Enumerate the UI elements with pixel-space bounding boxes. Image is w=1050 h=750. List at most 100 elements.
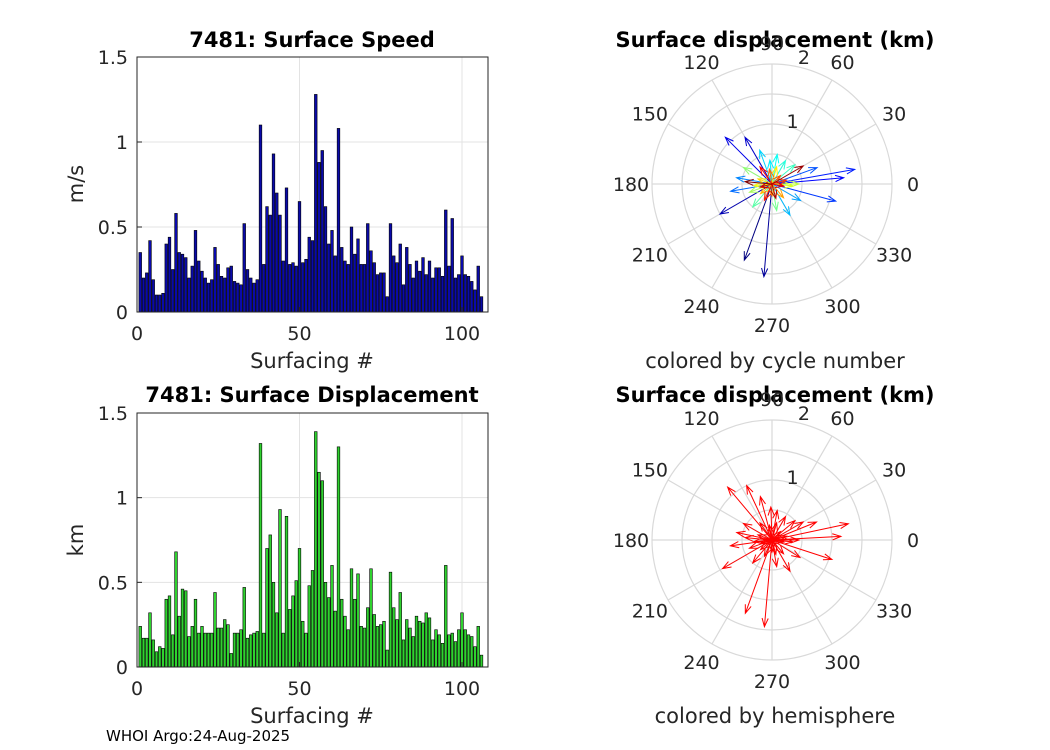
- speed-bar: [382, 272, 386, 313]
- speed-bar: [262, 264, 266, 313]
- displacement-bar: [463, 629, 467, 668]
- speed-bar: [476, 265, 480, 313]
- polar-hemisphere-angle-label: 60: [830, 408, 854, 430]
- speed-bar: [431, 277, 435, 313]
- speed-bar: [457, 274, 461, 313]
- polar-hemisphere-displacement-arrow: [742, 522, 773, 541]
- polar-hemisphere-displacement-arrow: [771, 515, 787, 541]
- displacement-bar: [437, 634, 441, 668]
- polar-hemisphere-angle-label: 240: [683, 652, 719, 674]
- displacement-bar: [171, 634, 175, 668]
- speed-bar: [379, 272, 383, 313]
- polar-cycle-angle-label: 210: [632, 245, 668, 267]
- displacement-bar: [294, 580, 298, 668]
- displacement-y-tick-label: 1: [116, 488, 128, 510]
- displacement-bar: [314, 431, 318, 668]
- speed-bar: [427, 260, 432, 313]
- speed-bar: [453, 277, 458, 313]
- speed-bar: [437, 267, 441, 313]
- speed-bar: [278, 214, 282, 313]
- displacement-bar: [232, 632, 237, 668]
- speed-y-tick-label: 1: [116, 132, 128, 154]
- polar-cycle-displacement-arrow: [771, 183, 802, 202]
- polar-hemisphere-title: Surface displacement (km): [615, 383, 934, 407]
- polar-cycle-displacement-arrow: [771, 167, 857, 185]
- polar-cycle-displacement-arrow: [729, 183, 773, 194]
- polar-hemisphere-angle-label: 90: [760, 389, 784, 411]
- speed-bar: [210, 279, 214, 313]
- speed-bar: [405, 247, 409, 313]
- speed-bar: [369, 250, 373, 313]
- speed-bar: [236, 282, 240, 313]
- speed-bar: [271, 153, 276, 313]
- displacement-bar: [226, 624, 230, 668]
- displacement-bar: [200, 626, 204, 668]
- displacement-bar: [450, 632, 454, 668]
- polar-cycle-angle-label: 180: [613, 174, 649, 196]
- displacement-bar: [382, 620, 386, 668]
- displacement-bar: [447, 634, 451, 668]
- polar-hemisphere-displacement-arrow: [767, 505, 775, 541]
- speed-bar-panel: 7481: Surface Speed 0 50 100 0 0.5 1 1.5 Surfa…: [64, 28, 489, 373]
- speed-bar: [203, 277, 207, 313]
- polar-cycle-displacement-arrow: [771, 159, 787, 185]
- speed-bar: [447, 265, 451, 313]
- displacement-bar: [359, 626, 363, 668]
- polar-cycle-panel: Surface displacement (km) 0 30 60 90 120 150 1…: [613, 28, 935, 373]
- polar-cycle-displacement-arrow: [724, 136, 773, 185]
- displacement-bar: [372, 614, 376, 668]
- displacement-bar: [213, 592, 217, 668]
- speed-bar: [307, 236, 311, 313]
- speed-x-tick-label: 0: [131, 323, 143, 345]
- displacement-bar: [271, 582, 276, 668]
- speed-bar: [395, 262, 399, 313]
- polar-cycle-displacement-arrow: [759, 148, 773, 185]
- speed-bar: [349, 226, 354, 313]
- speed-bar: [265, 206, 269, 313]
- polar-cycle-angle-label: 300: [824, 296, 860, 318]
- polar-cycle-spoke: [711, 183, 773, 289]
- displacement-bar: [362, 627, 367, 668]
- displacement-bar: [206, 632, 211, 668]
- speed-bar: [330, 230, 334, 313]
- polar-cycle-title: Surface displacement (km): [615, 28, 934, 52]
- displacement-bar: [236, 632, 240, 668]
- displacement-bar: [479, 654, 484, 668]
- displacement-bar: [304, 632, 308, 668]
- displacement-bar: [141, 637, 146, 668]
- polar-cycle-angle-label: 330: [876, 245, 912, 267]
- speed-bar: [200, 270, 204, 313]
- speed-bar: [460, 255, 464, 313]
- speed-bar: [362, 264, 367, 313]
- speed-bar: [479, 296, 484, 313]
- speed-x-tick-label: 100: [444, 323, 480, 345]
- polar-cycle-displacement-arrow: [743, 178, 773, 186]
- polar-hemisphere-plot: 0 30 60 90 120 150 180 210 240 270 300 330 1 2: [613, 389, 919, 693]
- displacement-bar: [353, 598, 357, 668]
- speed-y-tick-label: 0.5: [98, 217, 128, 239]
- polar-cycle-plot: 0 30 60 90 120 150 180 210 240 270 300 330 1 2: [613, 33, 919, 337]
- displacement-bar: [473, 646, 477, 668]
- speed-bar: [288, 264, 292, 313]
- polar-cycle-displacement-arrow: [759, 165, 773, 185]
- displacement-bar: [197, 632, 201, 668]
- speed-bar: [388, 223, 393, 313]
- speed-bar: [184, 257, 188, 313]
- displacement-bar: [330, 565, 334, 668]
- displacement-bar: [398, 592, 402, 668]
- displacement-bar: [366, 607, 370, 668]
- speed-bar: [414, 260, 419, 313]
- polar-hemisphere-spoke: [711, 539, 773, 645]
- polar-hemisphere-displacement-arrow: [759, 495, 773, 541]
- speed-bar: [340, 247, 344, 313]
- speed-bar: [408, 264, 412, 313]
- polar-cycle-angle-label: 270: [754, 315, 790, 337]
- polar-hemisphere-spoke: [771, 539, 877, 601]
- displacement-bar: [187, 636, 191, 668]
- polar-cycle-displacement-arrow: [770, 183, 778, 200]
- polar-cycle-radius-label: 1: [786, 111, 798, 133]
- speed-bar: [366, 223, 370, 313]
- displacement-bar: [265, 548, 269, 668]
- polar-cycle-displacement-arrow: [759, 183, 773, 195]
- polar-hemisphere-displacement-arrow: [771, 539, 785, 555]
